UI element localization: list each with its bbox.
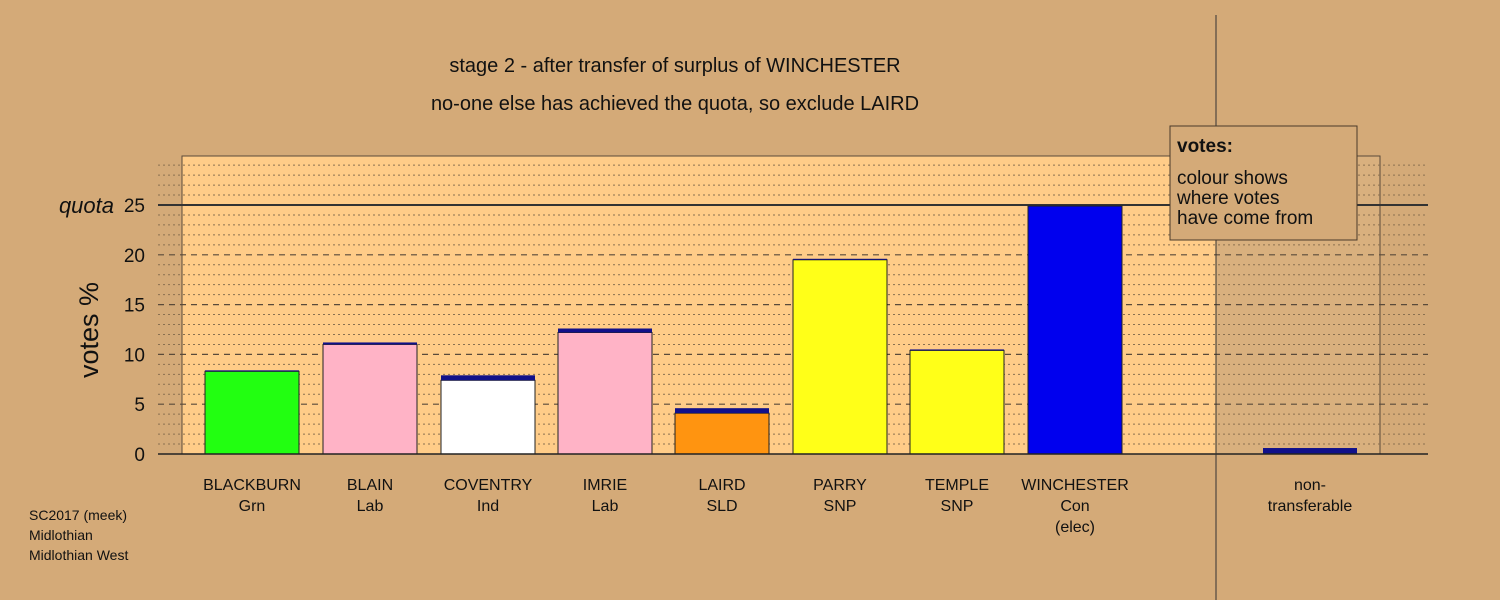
bar-transfer bbox=[675, 408, 769, 414]
category-name: LAIRD bbox=[698, 477, 745, 494]
category-party: SNP bbox=[941, 498, 974, 515]
bar-first-preferences bbox=[322, 343, 418, 455]
y-axis-label: votes % bbox=[74, 282, 104, 378]
category-name: BLAIN bbox=[347, 477, 393, 494]
bar-transfer bbox=[323, 342, 417, 345]
category-party: Con bbox=[1060, 498, 1089, 515]
y-tick-label: 20 bbox=[124, 246, 145, 267]
bar-transfer bbox=[1263, 448, 1357, 454]
category-name: IMRIE bbox=[583, 477, 627, 494]
legend-line: colour shows bbox=[1177, 168, 1288, 189]
category-party: Grn bbox=[239, 498, 266, 515]
category-name: BLACKBURN bbox=[203, 477, 301, 494]
y-tick-label: 25 bbox=[124, 196, 145, 217]
footer-line: Midlothian bbox=[29, 527, 93, 543]
legend-box bbox=[1169, 125, 1358, 241]
legend-line: where votes bbox=[1176, 188, 1279, 209]
y-tick-label: 5 bbox=[134, 395, 145, 416]
category-note: (elec) bbox=[1055, 519, 1095, 536]
category-name: PARRY bbox=[813, 477, 867, 494]
y-tick-label: 15 bbox=[124, 296, 145, 317]
legend-title: votes: bbox=[1177, 136, 1233, 157]
y-tick-label: 10 bbox=[124, 345, 145, 366]
category-party: Lab bbox=[357, 498, 384, 515]
bar-first-preferences bbox=[909, 349, 1005, 455]
category-party: Lab bbox=[592, 498, 619, 515]
bar-transfer bbox=[558, 328, 652, 333]
bar-transfer bbox=[205, 370, 299, 372]
bar-transfer bbox=[910, 349, 1004, 351]
bar-transfer bbox=[441, 375, 535, 381]
y-tick-label: 0 bbox=[134, 445, 145, 466]
bar-first-preferences bbox=[674, 412, 770, 455]
category-name: non- bbox=[1294, 477, 1326, 494]
bar-first-preferences bbox=[557, 331, 653, 455]
footer-line: Midlothian West bbox=[29, 547, 128, 563]
chart-subtitle: no-one else has achieved the quota, so e… bbox=[431, 93, 919, 115]
quota-label: quota bbox=[59, 193, 114, 218]
bar-first-preferences bbox=[1027, 205, 1123, 455]
legend-line: have come from bbox=[1177, 208, 1313, 229]
bar-transfer bbox=[793, 258, 887, 260]
footer-line: SC2017 (meek) bbox=[29, 507, 127, 523]
bar-first-preferences bbox=[440, 379, 536, 455]
chart-title: stage 2 - after transfer of surplus of W… bbox=[449, 55, 900, 77]
category-name: TEMPLE bbox=[925, 477, 989, 494]
bar-first-preferences bbox=[792, 259, 888, 455]
category-name: COVENTRY bbox=[444, 477, 533, 494]
category-party: transferable bbox=[1268, 498, 1353, 515]
bar-first-preferences bbox=[204, 370, 300, 455]
category-name: WINCHESTER bbox=[1021, 477, 1129, 494]
category-party: SLD bbox=[706, 498, 737, 515]
category-party: SNP bbox=[824, 498, 857, 515]
category-party: Ind bbox=[477, 498, 499, 515]
